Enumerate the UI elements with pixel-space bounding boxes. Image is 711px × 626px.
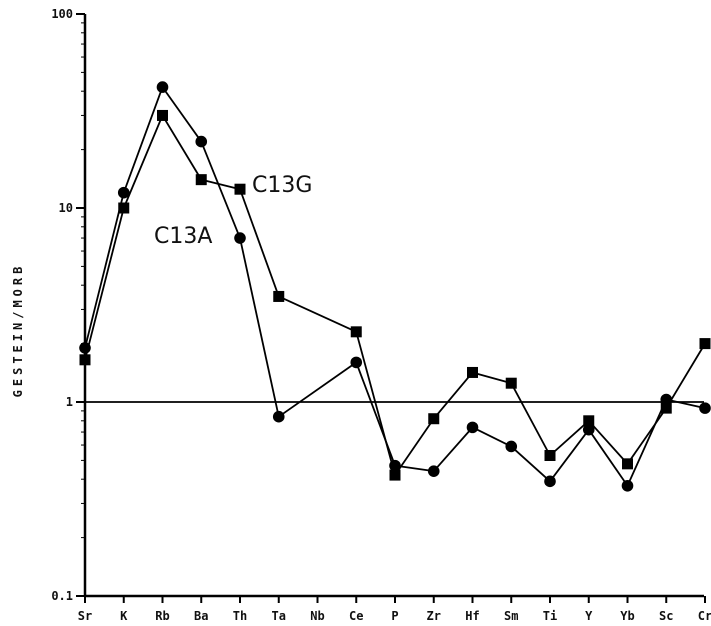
series-line-c13g (549, 420, 590, 457)
series-c13a (79, 81, 711, 492)
series-line-c13g (239, 188, 280, 297)
point-c13g-ti (544, 449, 556, 461)
point-c13g-hf (467, 366, 478, 378)
series-line-c13g (626, 407, 667, 465)
series-line-c13g (510, 382, 551, 456)
y-tick-label: 1 (66, 395, 73, 409)
point-c13g-th (234, 183, 246, 195)
point-c13a-hf (466, 421, 479, 434)
series-line-c13g (665, 343, 706, 409)
point-c13g-p (389, 469, 401, 481)
point-c13a-sc (660, 393, 673, 406)
point-c13g-k (118, 202, 130, 214)
series-line-c13g (201, 178, 241, 191)
x-tick-label-hf: Hf (465, 609, 479, 623)
point-c13a-ti (544, 475, 556, 488)
x-tick-label-ce: Ce (349, 609, 363, 623)
y-tick-label: 0.1 (51, 589, 73, 603)
series-line-c13g (278, 295, 357, 333)
point-c13g-sm (505, 377, 517, 389)
y-tick-label: 10 (59, 201, 73, 215)
point-c13a-th (234, 232, 246, 244)
series-line-c13a (626, 399, 668, 487)
series-line-c13g (433, 371, 474, 420)
x-tick-label-y: Y (585, 609, 593, 623)
series (79, 81, 711, 492)
series-line-c13a (433, 426, 474, 472)
x-tick-label-th: Th (233, 609, 247, 623)
series-line-c13a (472, 426, 512, 448)
x-tick-label-ba: Ba (194, 609, 208, 623)
series-line-c13a (666, 398, 706, 409)
y-tick-label: 100 (51, 7, 73, 21)
x-tick-label-ta: Ta (272, 609, 286, 623)
series-line-c13a (588, 429, 629, 487)
series-line-c13g (122, 115, 164, 209)
x-tick-label-sm: Sm (504, 609, 518, 623)
point-c13a-p (389, 459, 401, 472)
point-c13g-cr (699, 338, 711, 350)
point-c13a-rb (156, 81, 169, 93)
point-c13a-ta (272, 410, 285, 423)
point-c13g-ta (273, 290, 285, 302)
point-c13g-zr (428, 413, 440, 425)
series-line-c13g (355, 331, 396, 476)
x-tick-label-k: K (120, 609, 128, 623)
axes: 0.1 1 10 100 Sr K Rb Ba Th Ta Nb Ce P Zr Hf Sm Ti Y Yb Sc Cr (51, 7, 711, 623)
point-c13g-yb (622, 458, 633, 470)
series-line-c13a (549, 429, 590, 482)
series-c13g (79, 109, 711, 481)
point-c13a-ce (350, 356, 363, 369)
series-line-c13g (84, 207, 125, 361)
series-line-c13a (122, 86, 164, 193)
point-c13a-ba (195, 135, 208, 148)
series-label-c13a: C13A (154, 224, 212, 249)
point-c13a-sr (79, 342, 91, 354)
point-c13a-y (582, 423, 595, 436)
x-tick-label-zr: Zr (427, 609, 441, 623)
point-c13a-k (117, 186, 130, 199)
series-line-c13a (355, 362, 396, 466)
y-axis-title: GESTEIN/MORB (11, 263, 25, 398)
x-tick-label-sr: Sr (78, 609, 92, 623)
x-tick-label-yb: Yb (620, 609, 634, 623)
point-c13g-sr (79, 354, 91, 366)
point-c13a-cr (699, 402, 711, 414)
x-tick-label-ti: Ti (543, 609, 557, 623)
point-c13g-sc (660, 402, 672, 414)
x-tick-label-sc: Sc (659, 609, 673, 623)
labels: GESTEIN/MORB C13G C13A (11, 173, 312, 397)
series-line-c13g (588, 420, 629, 465)
point-c13g-y (583, 415, 595, 427)
x-tick-label-rb: Rb (155, 609, 169, 623)
series-line-c13a (394, 464, 434, 473)
x-tick-label-cr: Cr (698, 609, 711, 623)
series-line-c13a (239, 237, 280, 417)
series-line-c13a (84, 192, 125, 349)
series-line-c13a (200, 141, 241, 239)
series-line-c13a (278, 361, 357, 418)
point-c13g-rb (157, 109, 168, 121)
series-label-c13g: C13G (252, 173, 312, 198)
x-tick-label-p: P (391, 609, 398, 623)
x-tick-label-nb: Nb (310, 609, 324, 623)
series-line-c13g (161, 114, 203, 181)
point-c13g-ce (350, 326, 362, 338)
point-c13g-ba (195, 174, 207, 186)
point-c13a-sm (505, 440, 518, 453)
series-line-c13a (161, 86, 202, 143)
point-c13a-yb (621, 479, 634, 492)
series-line-c13a (510, 445, 551, 483)
point-c13a-zr (427, 465, 440, 477)
series-line-c13g (472, 371, 512, 385)
